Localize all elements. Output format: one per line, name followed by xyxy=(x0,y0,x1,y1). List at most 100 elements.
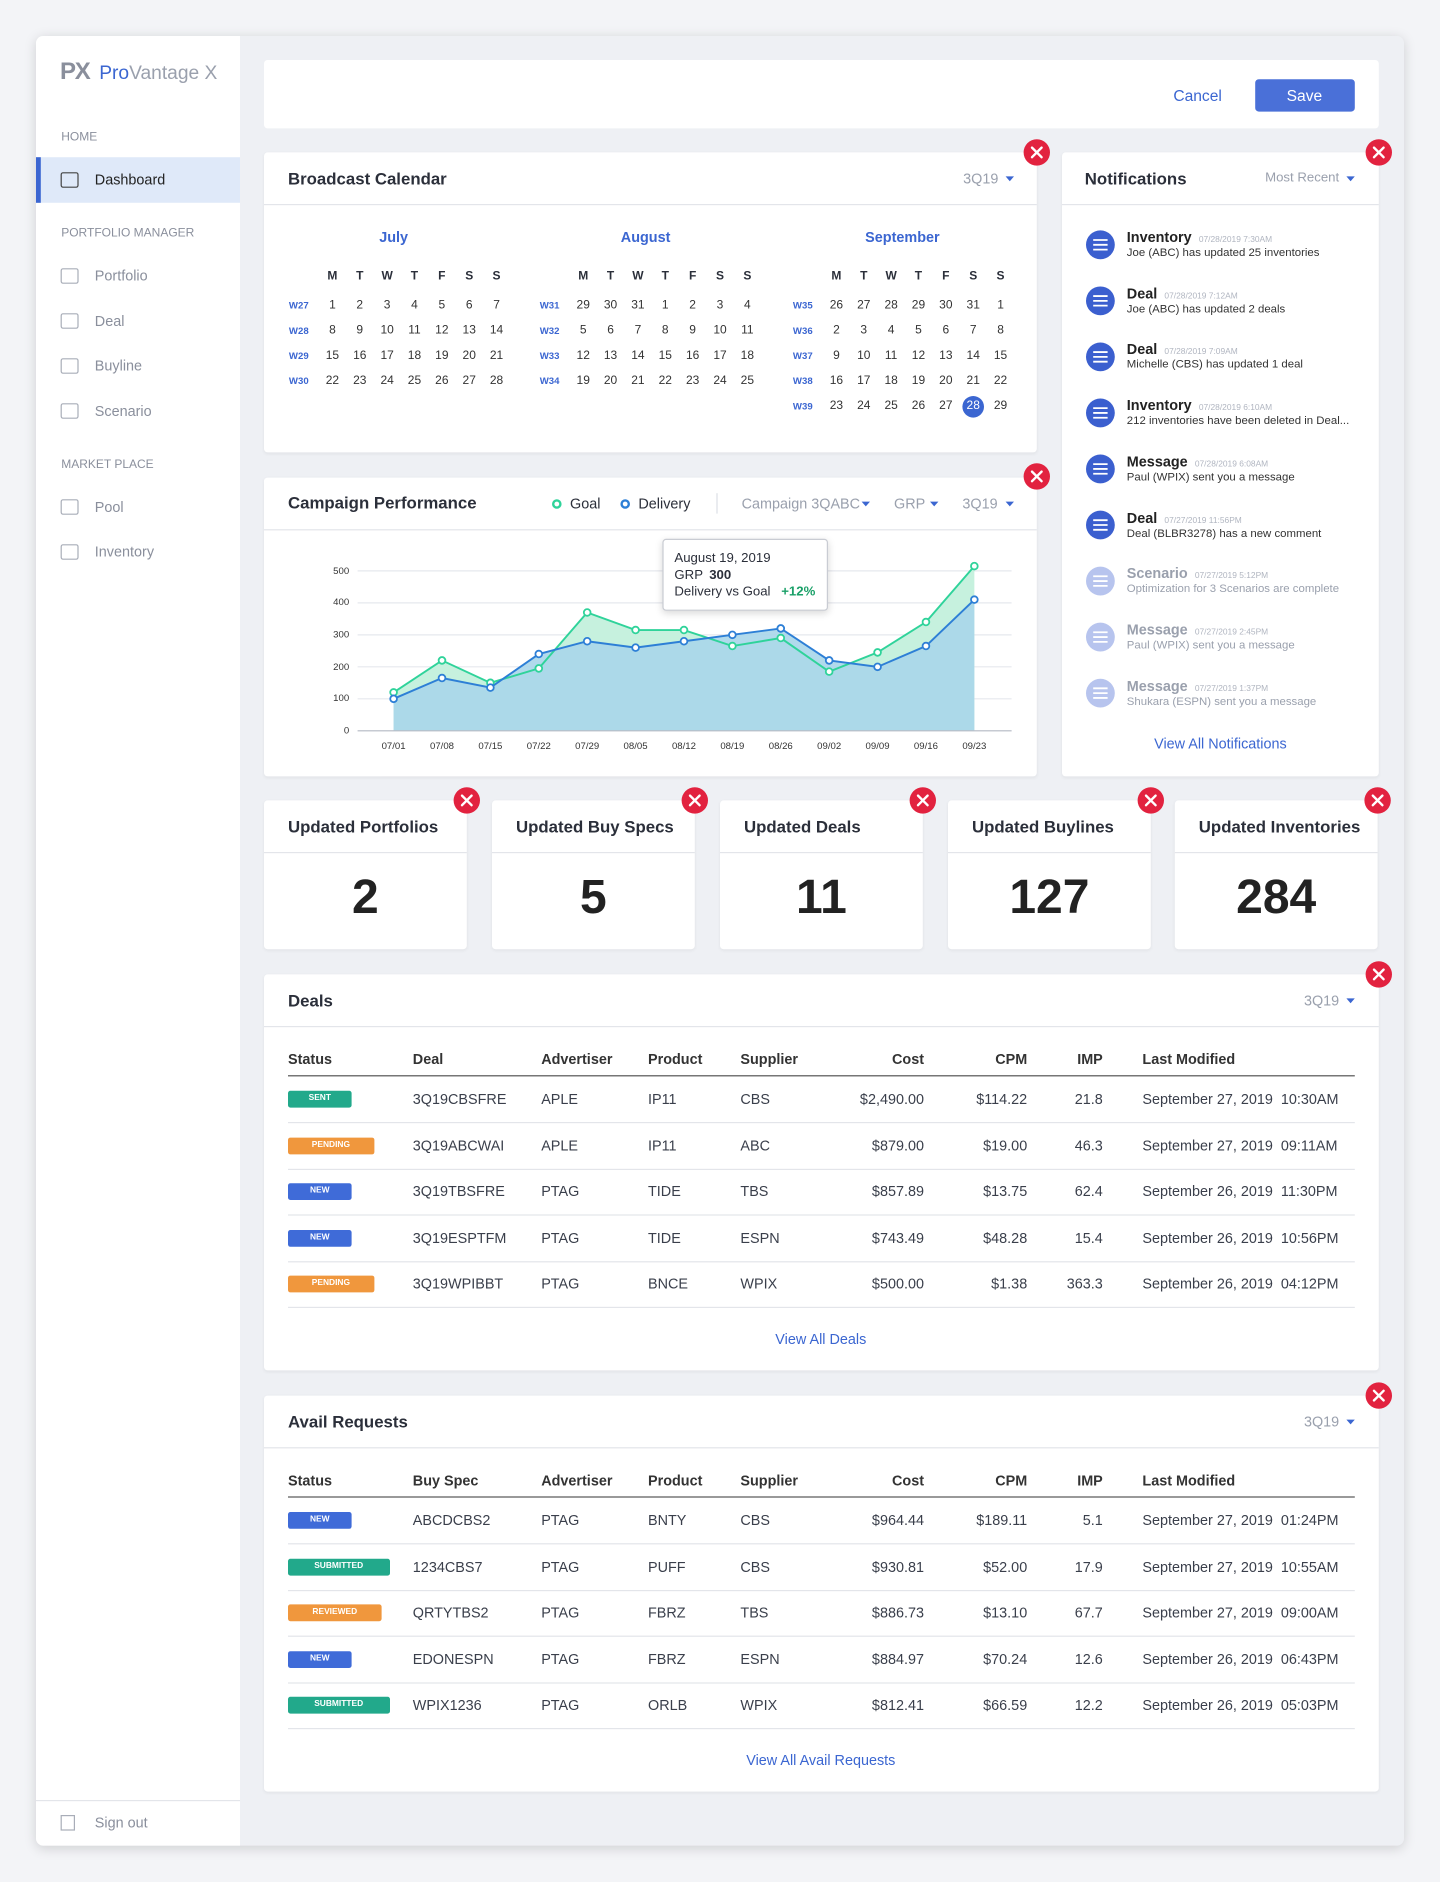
day[interactable]: 28 xyxy=(884,298,898,312)
day[interactable]: 9 xyxy=(833,349,840,363)
day[interactable]: 25 xyxy=(740,374,755,388)
period[interactable]: 3Q19 xyxy=(1303,992,1340,1009)
day[interactable]: 20 xyxy=(603,374,618,388)
day[interactable]: 8 xyxy=(661,324,669,338)
day[interactable]: 5 xyxy=(579,324,587,338)
day[interactable]: 15 xyxy=(658,349,672,363)
notification-head[interactable]: Inventory 07/28/2019 7:30AM xyxy=(1127,229,1272,246)
day[interactable]: 4 xyxy=(887,324,895,338)
day[interactable]: 22 xyxy=(658,374,672,388)
day[interactable]: 29 xyxy=(911,298,926,312)
day[interactable]: 4 xyxy=(744,298,751,312)
filter[interactable]: 3Q19 xyxy=(962,495,998,513)
day[interactable]: 18 xyxy=(884,374,898,388)
day[interactable]: 26 xyxy=(829,298,844,312)
day[interactable]: 6 xyxy=(465,298,473,312)
day[interactable]: 14 xyxy=(966,349,980,363)
day[interactable]: 26 xyxy=(435,374,449,388)
close-x[interactable] xyxy=(1372,968,1385,981)
caret[interactable] xyxy=(1005,176,1015,182)
notification-head[interactable]: Deal 07/28/2019 7:12AM xyxy=(1127,285,1238,302)
day[interactable]: 19 xyxy=(435,349,449,363)
close-x[interactable] xyxy=(1371,794,1384,807)
day[interactable]: 1 xyxy=(661,298,669,312)
cancel-button[interactable]: Cancel xyxy=(1173,86,1222,105)
day[interactable]: 13 xyxy=(603,349,618,363)
close-button[interactable] xyxy=(453,787,481,814)
week-label[interactable]: W35 xyxy=(792,300,813,312)
day[interactable]: 8 xyxy=(329,324,336,338)
day[interactable]: 12 xyxy=(576,349,590,363)
nav-item[interactable]: Dashboard xyxy=(94,171,166,189)
close-button[interactable] xyxy=(909,787,937,814)
close-x[interactable] xyxy=(460,794,473,807)
day[interactable]: 16 xyxy=(353,349,367,363)
period[interactable]: 3Q19 xyxy=(1303,1413,1340,1431)
nav-item[interactable]: Portfolio xyxy=(94,267,148,285)
close-button[interactable] xyxy=(1137,787,1164,814)
day[interactable]: 30 xyxy=(939,298,953,312)
day[interactable]: 9 xyxy=(689,324,696,338)
week-label[interactable]: W30 xyxy=(288,375,309,387)
sort[interactable]: Most Recent xyxy=(1265,170,1340,186)
view-all-link[interactable]: View All Deals xyxy=(775,1330,867,1348)
day[interactable]: 21 xyxy=(631,374,645,388)
caret[interactable] xyxy=(1346,176,1355,182)
day[interactable]: 7 xyxy=(493,298,500,312)
day[interactable]: 3 xyxy=(383,298,391,312)
day[interactable]: 2 xyxy=(356,298,364,312)
day[interactable]: 17 xyxy=(380,349,394,363)
week-label[interactable]: W36 xyxy=(792,325,813,337)
day[interactable]: 17 xyxy=(713,349,727,363)
close-x[interactable] xyxy=(1372,146,1385,159)
day[interactable]: 30 xyxy=(603,298,618,312)
week-label[interactable]: W28 xyxy=(288,325,309,337)
day[interactable]: 1 xyxy=(997,298,1004,312)
day[interactable]: 27 xyxy=(939,399,953,413)
caret[interactable] xyxy=(861,501,871,507)
day[interactable]: 23 xyxy=(353,374,367,388)
day[interactable]: 21 xyxy=(489,349,504,363)
close-x[interactable] xyxy=(1372,1389,1385,1402)
day[interactable]: 13 xyxy=(462,324,476,338)
week-label[interactable]: W29 xyxy=(288,350,309,362)
nav-item[interactable]: Pool xyxy=(94,498,124,516)
filter[interactable]: GRP xyxy=(894,495,926,513)
close-x[interactable] xyxy=(1030,146,1043,159)
nav-item[interactable]: Buyline xyxy=(94,357,143,375)
day[interactable]: 11 xyxy=(408,324,421,338)
week-label[interactable]: W31 xyxy=(539,300,560,312)
day[interactable]: 8 xyxy=(997,324,1004,338)
day[interactable]: 11 xyxy=(741,324,754,338)
day[interactable]: 23 xyxy=(829,399,844,413)
week-label[interactable]: W33 xyxy=(539,350,560,362)
day[interactable]: 19 xyxy=(911,374,926,388)
save-label[interactable]: Save xyxy=(1286,86,1323,105)
notification-head[interactable]: Scenario 07/27/2019 5:12PM xyxy=(1127,565,1268,582)
day[interactable]: 4 xyxy=(411,298,418,312)
week-label[interactable]: W39 xyxy=(792,401,813,412)
day[interactable]: 23 xyxy=(685,374,700,388)
notification-head[interactable]: Deal 07/27/2019 11:56PM xyxy=(1127,509,1242,526)
day[interactable]: 24 xyxy=(857,399,871,413)
day[interactable]: 16 xyxy=(685,349,700,363)
week-label[interactable]: W38 xyxy=(792,375,813,387)
day[interactable]: 6 xyxy=(607,324,614,338)
nav-item[interactable]: Scenario xyxy=(94,402,152,420)
notification-head[interactable]: Inventory 07/28/2019 6:10AM xyxy=(1127,397,1272,414)
day[interactable]: 22 xyxy=(993,374,1008,388)
nav-item[interactable]: Deal xyxy=(94,312,125,330)
sign-out[interactable]: Sign out xyxy=(94,1814,148,1831)
day[interactable]: 17 xyxy=(857,374,871,388)
day[interactable]: 14 xyxy=(631,349,645,363)
close-button[interactable] xyxy=(1365,1382,1392,1409)
day[interactable]: 2 xyxy=(689,298,696,312)
week-label[interactable]: W32 xyxy=(539,325,560,337)
day[interactable]: 26 xyxy=(911,399,926,413)
day[interactable]: 10 xyxy=(380,324,394,338)
day[interactable]: 9 xyxy=(356,324,364,338)
day[interactable]: 1 xyxy=(329,298,336,312)
day[interactable]: 15 xyxy=(325,349,340,363)
day[interactable]: 7 xyxy=(969,324,977,338)
day[interactable]: 24 xyxy=(713,374,727,388)
